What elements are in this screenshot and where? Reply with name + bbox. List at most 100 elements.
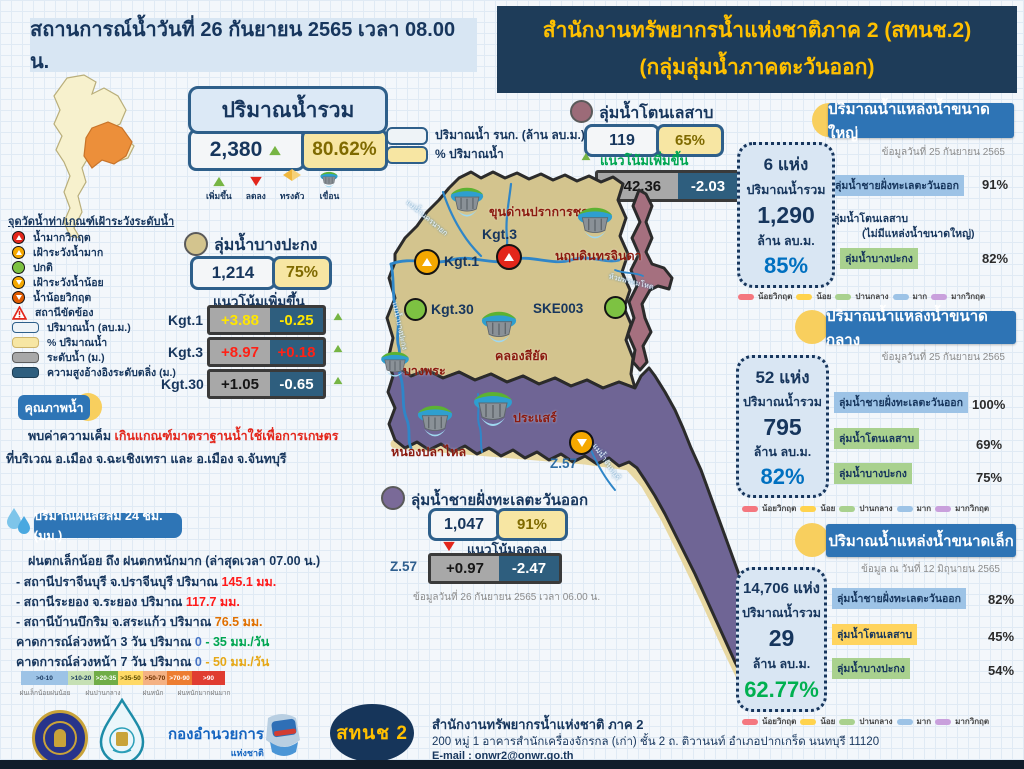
dept-line1: กองอำนวยการ	[168, 726, 264, 743]
tonlesap-volume-cell: 119	[584, 124, 660, 157]
panel3-total-label: ปริมาณน้ำรวม	[741, 605, 822, 620]
dam-label-nongplalai: หนองปลาไหล	[391, 445, 467, 459]
dept-line2: แห่งชาติ	[230, 748, 264, 758]
scale-label-1: ฝนเล็กน้อยฝนน้อย	[19, 690, 71, 697]
bangpakong-percent-cell: 75%	[272, 256, 332, 290]
scale-label-2: ฝนปานกลาง	[85, 690, 121, 697]
kgt1-level-cells: +3.88 -0.25	[207, 305, 326, 335]
watch-low-icon	[12, 276, 25, 289]
z57-level-cells: +0.97 -2.47	[428, 553, 562, 584]
panel3-percent: 62.77%	[744, 676, 819, 702]
kgt3-station-marker	[496, 244, 522, 270]
kgt30-level: +1.05	[210, 372, 270, 396]
panel2-row1-value: 100%	[972, 397, 1006, 412]
tonlesap-trend-label: แนวโน้มเพิ่มขึ้น	[600, 153, 689, 168]
legend-item-normal: ปกติ	[12, 260, 176, 275]
critical-high-icon	[12, 231, 25, 244]
volume-legend-label: ปริมาณน้ำ รนก. (ล้าน ลบ.ม.)	[435, 128, 585, 142]
level-rect-icon	[12, 352, 39, 363]
panel3-date: ข้อมูล ณ วันที่ 12 มิถุนายน 2565	[861, 564, 1000, 575]
org-title-banner: สำนักงานทรัพยากรน้ำแห่งชาติภาค 2 (สทนช.2…	[497, 6, 1017, 93]
panel2-level-legend: น้อยวิกฤต น้อย ปานกลาง มาก มากวิกฤต	[742, 502, 989, 515]
org-title-line1: สำนักงานทรัพยากรน้ำแห่งชาติภาค 2 (สทนช.2…	[542, 18, 972, 42]
dam-label-prasae: ประแสร์	[513, 411, 557, 425]
critical-low-icon	[12, 291, 25, 304]
panel3-row3-name: ลุ่มน้ำบางปะกง	[832, 658, 910, 679]
onwr-drop-logo	[99, 698, 145, 764]
percent-legend-label: % ปริมาณน้ำ	[435, 147, 504, 161]
legend-item-watch-high: เฝ้าระวังน้ำมาก	[12, 245, 176, 260]
panel3-level-legend: น้อยวิกฤต น้อย ปานกลาง มาก มากวิกฤต	[742, 715, 989, 728]
volume-cell-legend: ปริมาณน้ำ รนก. (ล้าน ลบ.ม.)	[386, 126, 585, 145]
panel3-count: 14,706 แห่ง	[743, 580, 820, 598]
forecast-3day: คาดการณ์ล่วงหน้า 3 วัน ปริมาณ 0 - 35 มม.…	[16, 635, 270, 649]
org-title-line2: (กลุ่มลุ่มน้ำภาคตะวันออก)	[639, 55, 875, 79]
percent-cell-legend: % ปริมาณน้ำ	[386, 145, 504, 164]
panel3-row2-value: 45%	[988, 629, 1015, 644]
warning-triangle-icon	[12, 305, 27, 320]
panel1-unit: ล้าน ลบ.ม.	[757, 234, 815, 248]
dept-logo-graphic	[266, 714, 300, 756]
scale-seg-6: >70-90	[167, 671, 192, 685]
panel3-unit: ล้าน ลบ.ม.	[752, 657, 811, 672]
raindrop-icon	[7, 508, 30, 534]
legend-item-critical-high: น้ำมากวิกฤต	[12, 230, 176, 245]
ske003-station-marker	[604, 296, 627, 319]
kgt1-station-marker	[414, 249, 440, 275]
kgt1-map-label: Kgt.1	[444, 253, 479, 269]
dam-marker-bangphra	[379, 350, 411, 380]
panel2-unit: ล้าน ลบ.ม.	[753, 445, 812, 459]
rain-station-2: - สถานีระยอง จ.ระยอง ปริมาณ 117.7 มม.	[16, 595, 240, 609]
kgt1-bank: -0.25	[270, 308, 323, 332]
panel1-volume: 1,290	[757, 202, 815, 228]
stable-label: ทรงตัว	[279, 191, 305, 201]
kgt30-station-marker	[404, 298, 427, 321]
rain-station-1: - สถานีปราจีนบุรี จ.ปราจีนบุรี ปริมาณ 14…	[16, 575, 277, 589]
z57-row-label: Z.57	[390, 559, 418, 574]
panel2-date: ข้อมูลวันที่ 25 กันยายน 2565	[881, 352, 1005, 363]
watch-high-icon	[12, 246, 25, 259]
rainfall-title-button[interactable]: ปริมาณฝนสะสม 24 ชม.(มม.)	[34, 509, 182, 543]
kgt1-level: +3.88	[210, 308, 270, 332]
scale-seg-7: >90	[192, 671, 225, 685]
bank-rect-icon	[12, 367, 39, 378]
dam-icon	[450, 187, 484, 217]
legend-item-percent: % ปริมาณน้ำ	[12, 335, 176, 350]
scale-seg-5: >50-70	[143, 671, 167, 685]
rainfall-scale: >0-10 >10-20 >20-35 >35-50 >50-70 >70-90…	[19, 671, 230, 701]
kgt1-trend-icon	[333, 312, 343, 321]
panel1-row3-name: ลุ่มน้ำบางปะกง	[840, 248, 918, 269]
kgt30-bank: -0.65	[270, 372, 323, 396]
increase-label: เพิ่มขึ้น	[206, 191, 232, 201]
dam-label-bangphra: บางพระ	[403, 364, 446, 378]
station-legend: น้ำมากวิกฤต เฝ้าระวังน้ำมาก ปกติ เฝ้าระว…	[12, 230, 176, 380]
eastern-region-map: ขุนด่านปราการชล นฤบดินทรจินดา คลองสียัด	[381, 162, 775, 710]
water-quality-button[interactable]: คุณภาพน้ำ	[18, 395, 90, 420]
panel3-accent-circle	[795, 523, 829, 557]
dam-icon	[320, 171, 339, 188]
dam-label-khundan: ขุนด่านปราการชล	[489, 205, 589, 219]
panel3-row1-value: 82%	[988, 592, 1015, 607]
trend-icon-key: เพิ่มขึ้น ลดลง ทรงตัว เขื่อน	[206, 168, 340, 203]
increase-icon	[213, 176, 225, 187]
panel1-total-label: ปริมาณน้ำรวม	[746, 183, 826, 197]
basin-map-svg	[385, 170, 767, 707]
panel1-row1-name: ลุ่มน้ำชายฝั่งทะเลตะวันออก	[830, 175, 964, 196]
tonlesap-percent-cell: 65%	[656, 124, 724, 157]
dam-icon	[474, 392, 512, 426]
kgt30-map-label: Kgt.30	[431, 301, 474, 317]
legend-item-station-error: สถานีขัดข้อง	[12, 305, 176, 320]
panel2-row2-value: 69%	[976, 437, 1003, 452]
total-percent-cell: 80.62%	[301, 129, 388, 171]
tonlesap-basin-name: ลุ่มน้ำโตนเลสาบ	[599, 105, 714, 122]
tonlesap-basin-area	[626, 188, 674, 372]
kgt3-level: +8.97	[210, 340, 270, 364]
stable-icon	[283, 168, 302, 186]
panel3-volume: 29	[768, 624, 795, 651]
rain-station-3: - สถานีบ้านบึกริม จ.สระแก้ว ปริมาณ 76.5 …	[16, 615, 263, 629]
decrease-icon	[250, 176, 262, 187]
panel1-title: ปริมาณน้ำแหล่งน้ำขนาดใหญ่	[828, 101, 1014, 142]
z57-level: +0.97	[431, 556, 499, 581]
percent-rect-icon	[12, 337, 39, 348]
